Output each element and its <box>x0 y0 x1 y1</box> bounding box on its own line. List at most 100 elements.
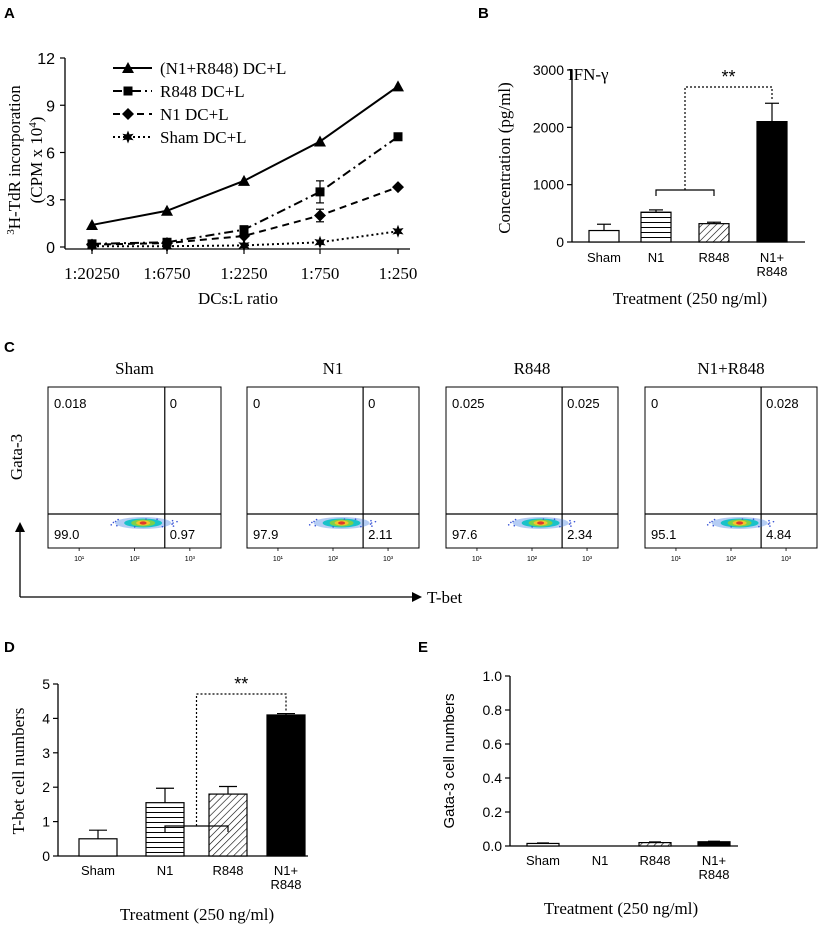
chart-d: T-bet cell numbers Treatment (250 ng/ml)… <box>9 674 308 924</box>
chart-d-category-label-2: R848 <box>212 863 243 878</box>
flow-event-dot <box>308 524 311 526</box>
chart-a-marker-square <box>315 187 325 197</box>
chart-a-ytick-label: 9 <box>46 98 55 115</box>
flow-event-dot <box>542 518 545 520</box>
flow-event-dot <box>117 518 119 521</box>
flow-event-dot <box>171 519 174 522</box>
flow-event-dot <box>706 524 709 526</box>
chart-b-ylabel: Concentration (pg/ml) <box>495 82 514 234</box>
chart-e-category-label-3: R848 <box>698 867 729 882</box>
chart-b-category-label-1: N1 <box>648 250 665 265</box>
chart-a-ytick-label: 6 <box>46 146 55 163</box>
chart-e-ytick-label: 0.0 <box>483 838 503 854</box>
flow-ur-3: 0.028 <box>766 396 799 411</box>
flow-title-1: N1 <box>323 359 344 378</box>
chart-d-bar-2 <box>208 793 248 857</box>
chart-d-ytick-label: 5 <box>42 676 50 692</box>
chart-a-marker-triangle <box>122 62 134 73</box>
flow-event-dot <box>112 521 115 524</box>
chart-a-legend-label-2: N1 DC+L <box>160 105 229 124</box>
flow-event-dot <box>110 524 113 526</box>
chart-d-ylabel: T-bet cell numbers <box>9 708 28 835</box>
chart-e-ytick-label: 0.8 <box>483 702 503 718</box>
flow-event-dot <box>769 525 771 527</box>
chart-a-xtick-label: 1:2250 <box>220 264 267 283</box>
chart-b-significance-line <box>684 86 773 190</box>
flow-xtick-label: 10¹ <box>74 556 85 563</box>
flow-xtick-label: 10³ <box>582 556 593 563</box>
panel-letter-b: B <box>478 5 489 22</box>
flow-plot-2: R848 0.025 0.025 97.6 2.34 10¹ 10² 10³ <box>445 359 619 563</box>
flow-event-dot <box>114 520 117 523</box>
chart-e-category-label-0: Sham <box>526 853 560 868</box>
chart-d-significance-label: ** <box>234 674 248 694</box>
flow-event-dot <box>711 520 713 523</box>
flow-xtick-label: 10² <box>527 556 538 563</box>
flow-event-dot <box>371 525 373 527</box>
flow-event-dot <box>311 521 313 524</box>
flow-ul-1: 0 <box>253 396 260 411</box>
chart-a-marker-triangle <box>314 135 326 147</box>
chart-b-bar-0 <box>588 229 620 243</box>
chart-b-ytick-label: 1000 <box>533 177 564 193</box>
flow-event-dot <box>507 524 510 526</box>
flow-event-dot <box>161 525 164 528</box>
flow-event-dot <box>370 519 372 522</box>
flow-xtick-label: 10² <box>328 556 339 563</box>
flow-event-dot <box>171 523 173 525</box>
flow-lr-3: 4.84 <box>766 527 791 542</box>
flow-event-dot <box>145 518 147 520</box>
flow-event-dot <box>767 523 770 525</box>
chart-b-category-label-0: Sham <box>587 250 621 265</box>
chart-a-legend-label-1: R848 DC+L <box>160 82 245 101</box>
chart-a-marker-star <box>122 130 134 144</box>
flow-lr-0: 0.97 <box>170 527 195 542</box>
panel-letter-e: E <box>418 639 428 656</box>
flow-xlabel: T-bet <box>427 588 463 607</box>
flow-title-2: R848 <box>514 359 551 378</box>
chart-b-significance-label: ** <box>721 67 735 87</box>
chart-a-marker-star <box>161 239 173 253</box>
chart-d-category-label-0: Sham <box>81 863 115 878</box>
flow-plot-1: N1 0 0 97.9 2.11 10¹ 10² 10³ <box>246 359 420 563</box>
flow-xtick-label: 10² <box>726 556 737 563</box>
flow-density-peak-3 <box>736 521 744 525</box>
chart-a-marker-square <box>393 132 403 142</box>
chart-a-legend-label-3: Sham DC+L <box>160 128 247 147</box>
chart-e-xlabel: Treatment (250 ng/ml) <box>544 899 698 918</box>
flow-event-dot <box>573 520 576 523</box>
chart-b-bar-2 <box>698 223 730 243</box>
chart-e-category-label-3: N1+ <box>702 853 726 868</box>
flow-event-dot <box>531 526 533 528</box>
flow-event-dot <box>772 520 775 523</box>
chart-e-ytick-label: 0.4 <box>483 770 503 786</box>
chart-e-bar-0 <box>526 842 560 847</box>
flow-event-dot <box>172 525 175 527</box>
chart-d-bar-0 <box>78 838 118 857</box>
chart-a-xlabel: DCs:L ratio <box>198 289 278 308</box>
flow-event-dot <box>369 523 372 525</box>
flow-event-dot <box>553 518 556 521</box>
flow-ur-1: 0 <box>368 396 375 411</box>
flow-event-dot <box>712 524 715 527</box>
flow-ul-3: 0 <box>651 396 658 411</box>
chart-b-category-label-2: R848 <box>698 250 729 265</box>
flow-event-dot <box>713 518 716 521</box>
flow-ll-3: 95.1 <box>651 527 676 542</box>
chart-a-marker-triangle <box>86 218 98 230</box>
chart-a-series-line-3 <box>92 230 399 248</box>
chart-b-ytick-label: 0 <box>556 234 564 250</box>
flow-event-dot <box>133 526 136 528</box>
chart-a-marker-diamond <box>122 108 134 120</box>
flow-density-peak-0 <box>139 521 147 525</box>
flow-event-dot <box>314 524 317 527</box>
chart-b-annotation: IFN-γ <box>568 65 609 84</box>
chart-d-bar-3 <box>266 714 306 857</box>
flow-event-dot <box>752 518 755 521</box>
chart-e-ylabel: Gata-3 cell numbers <box>441 693 458 828</box>
chart-e-ytick-label: 0.6 <box>483 736 503 752</box>
chart-e-ytick-label: 1.0 <box>483 668 503 684</box>
chart-a-xtick-label: 1:250 <box>379 264 418 283</box>
flow-event-dot <box>172 522 174 524</box>
